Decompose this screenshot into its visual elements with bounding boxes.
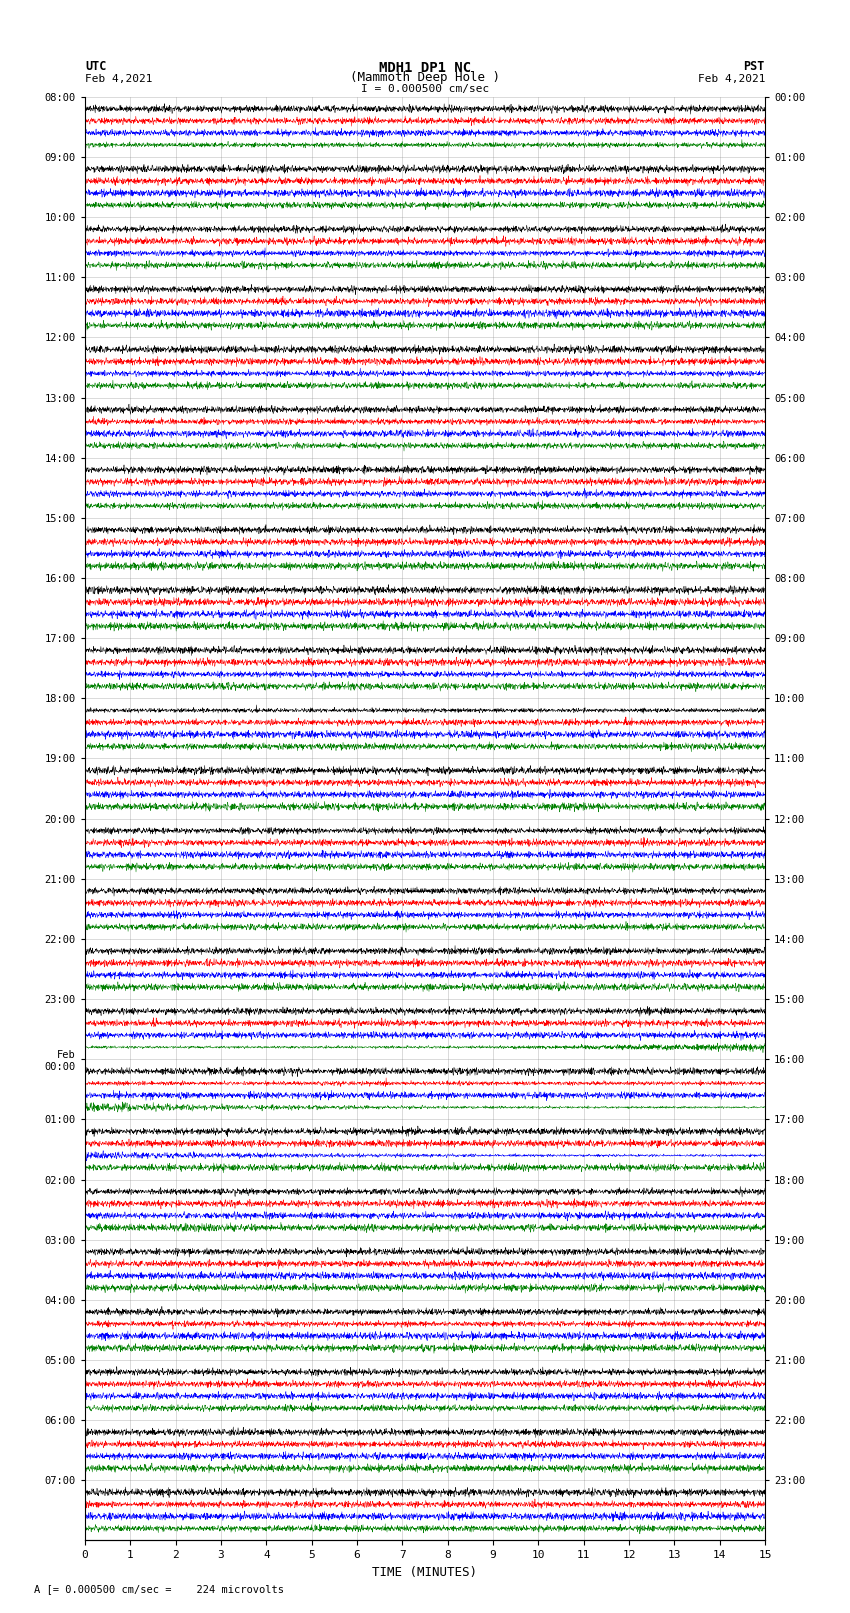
Text: I = 0.000500 cm/sec: I = 0.000500 cm/sec	[361, 84, 489, 94]
Text: Feb 4,2021: Feb 4,2021	[698, 74, 765, 84]
Text: PST: PST	[744, 60, 765, 73]
X-axis label: TIME (MINUTES): TIME (MINUTES)	[372, 1566, 478, 1579]
Text: UTC: UTC	[85, 60, 106, 73]
Text: MDH1 DP1 NC: MDH1 DP1 NC	[379, 61, 471, 76]
Text: Feb 4,2021: Feb 4,2021	[85, 74, 152, 84]
Text: A [= 0.000500 cm/sec =    224 microvolts: A [= 0.000500 cm/sec = 224 microvolts	[34, 1584, 284, 1594]
Text: (Mammoth Deep Hole ): (Mammoth Deep Hole )	[350, 71, 500, 84]
